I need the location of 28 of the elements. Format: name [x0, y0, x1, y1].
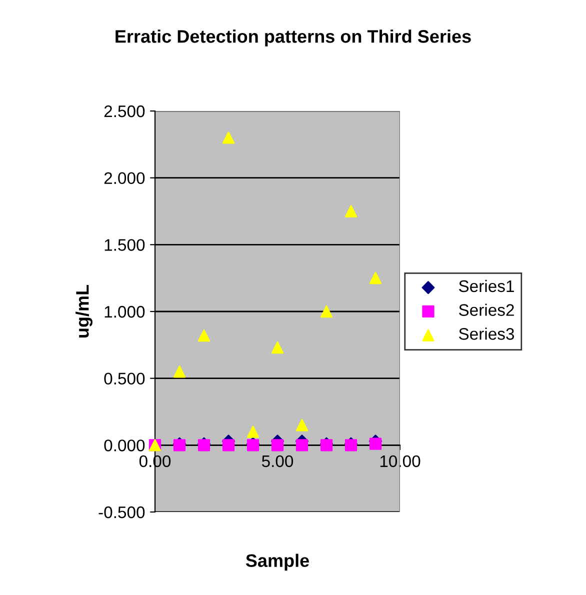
- y-tick-label: 2.000: [104, 172, 145, 184]
- point: [222, 439, 235, 452]
- legend-label: Series2: [458, 304, 514, 316]
- x-tick-label: 5.00: [262, 455, 294, 468]
- y-tick-label: 2.500: [104, 105, 145, 118]
- point: [369, 438, 382, 450]
- point: [296, 439, 308, 452]
- x-tick-label: 10.00: [380, 455, 420, 468]
- legend-label: Series3: [458, 328, 514, 340]
- point: [296, 419, 308, 432]
- point: [198, 329, 210, 342]
- y-tick-label: 1.000: [104, 306, 145, 318]
- legend-label: Series1: [458, 280, 514, 292]
- point: [369, 272, 382, 284]
- point: [271, 342, 284, 354]
- point: [344, 205, 358, 218]
- y-tick-label: -0.500: [98, 506, 145, 518]
- point: [173, 366, 186, 378]
- y-tick-label: 0.000: [104, 440, 145, 452]
- chart-title: Erratic Detection patterns on Third Series: [116, 30, 471, 46]
- point: [320, 305, 333, 318]
- point: [271, 439, 284, 452]
- point: [246, 426, 260, 438]
- point: [222, 132, 235, 144]
- x-axis-title: Sample: [246, 554, 309, 571]
- y-tick-label: 1.500: [104, 239, 145, 251]
- y-tick-label: 0.500: [104, 372, 145, 385]
- y-axis-title: ug/mL: [76, 284, 92, 338]
